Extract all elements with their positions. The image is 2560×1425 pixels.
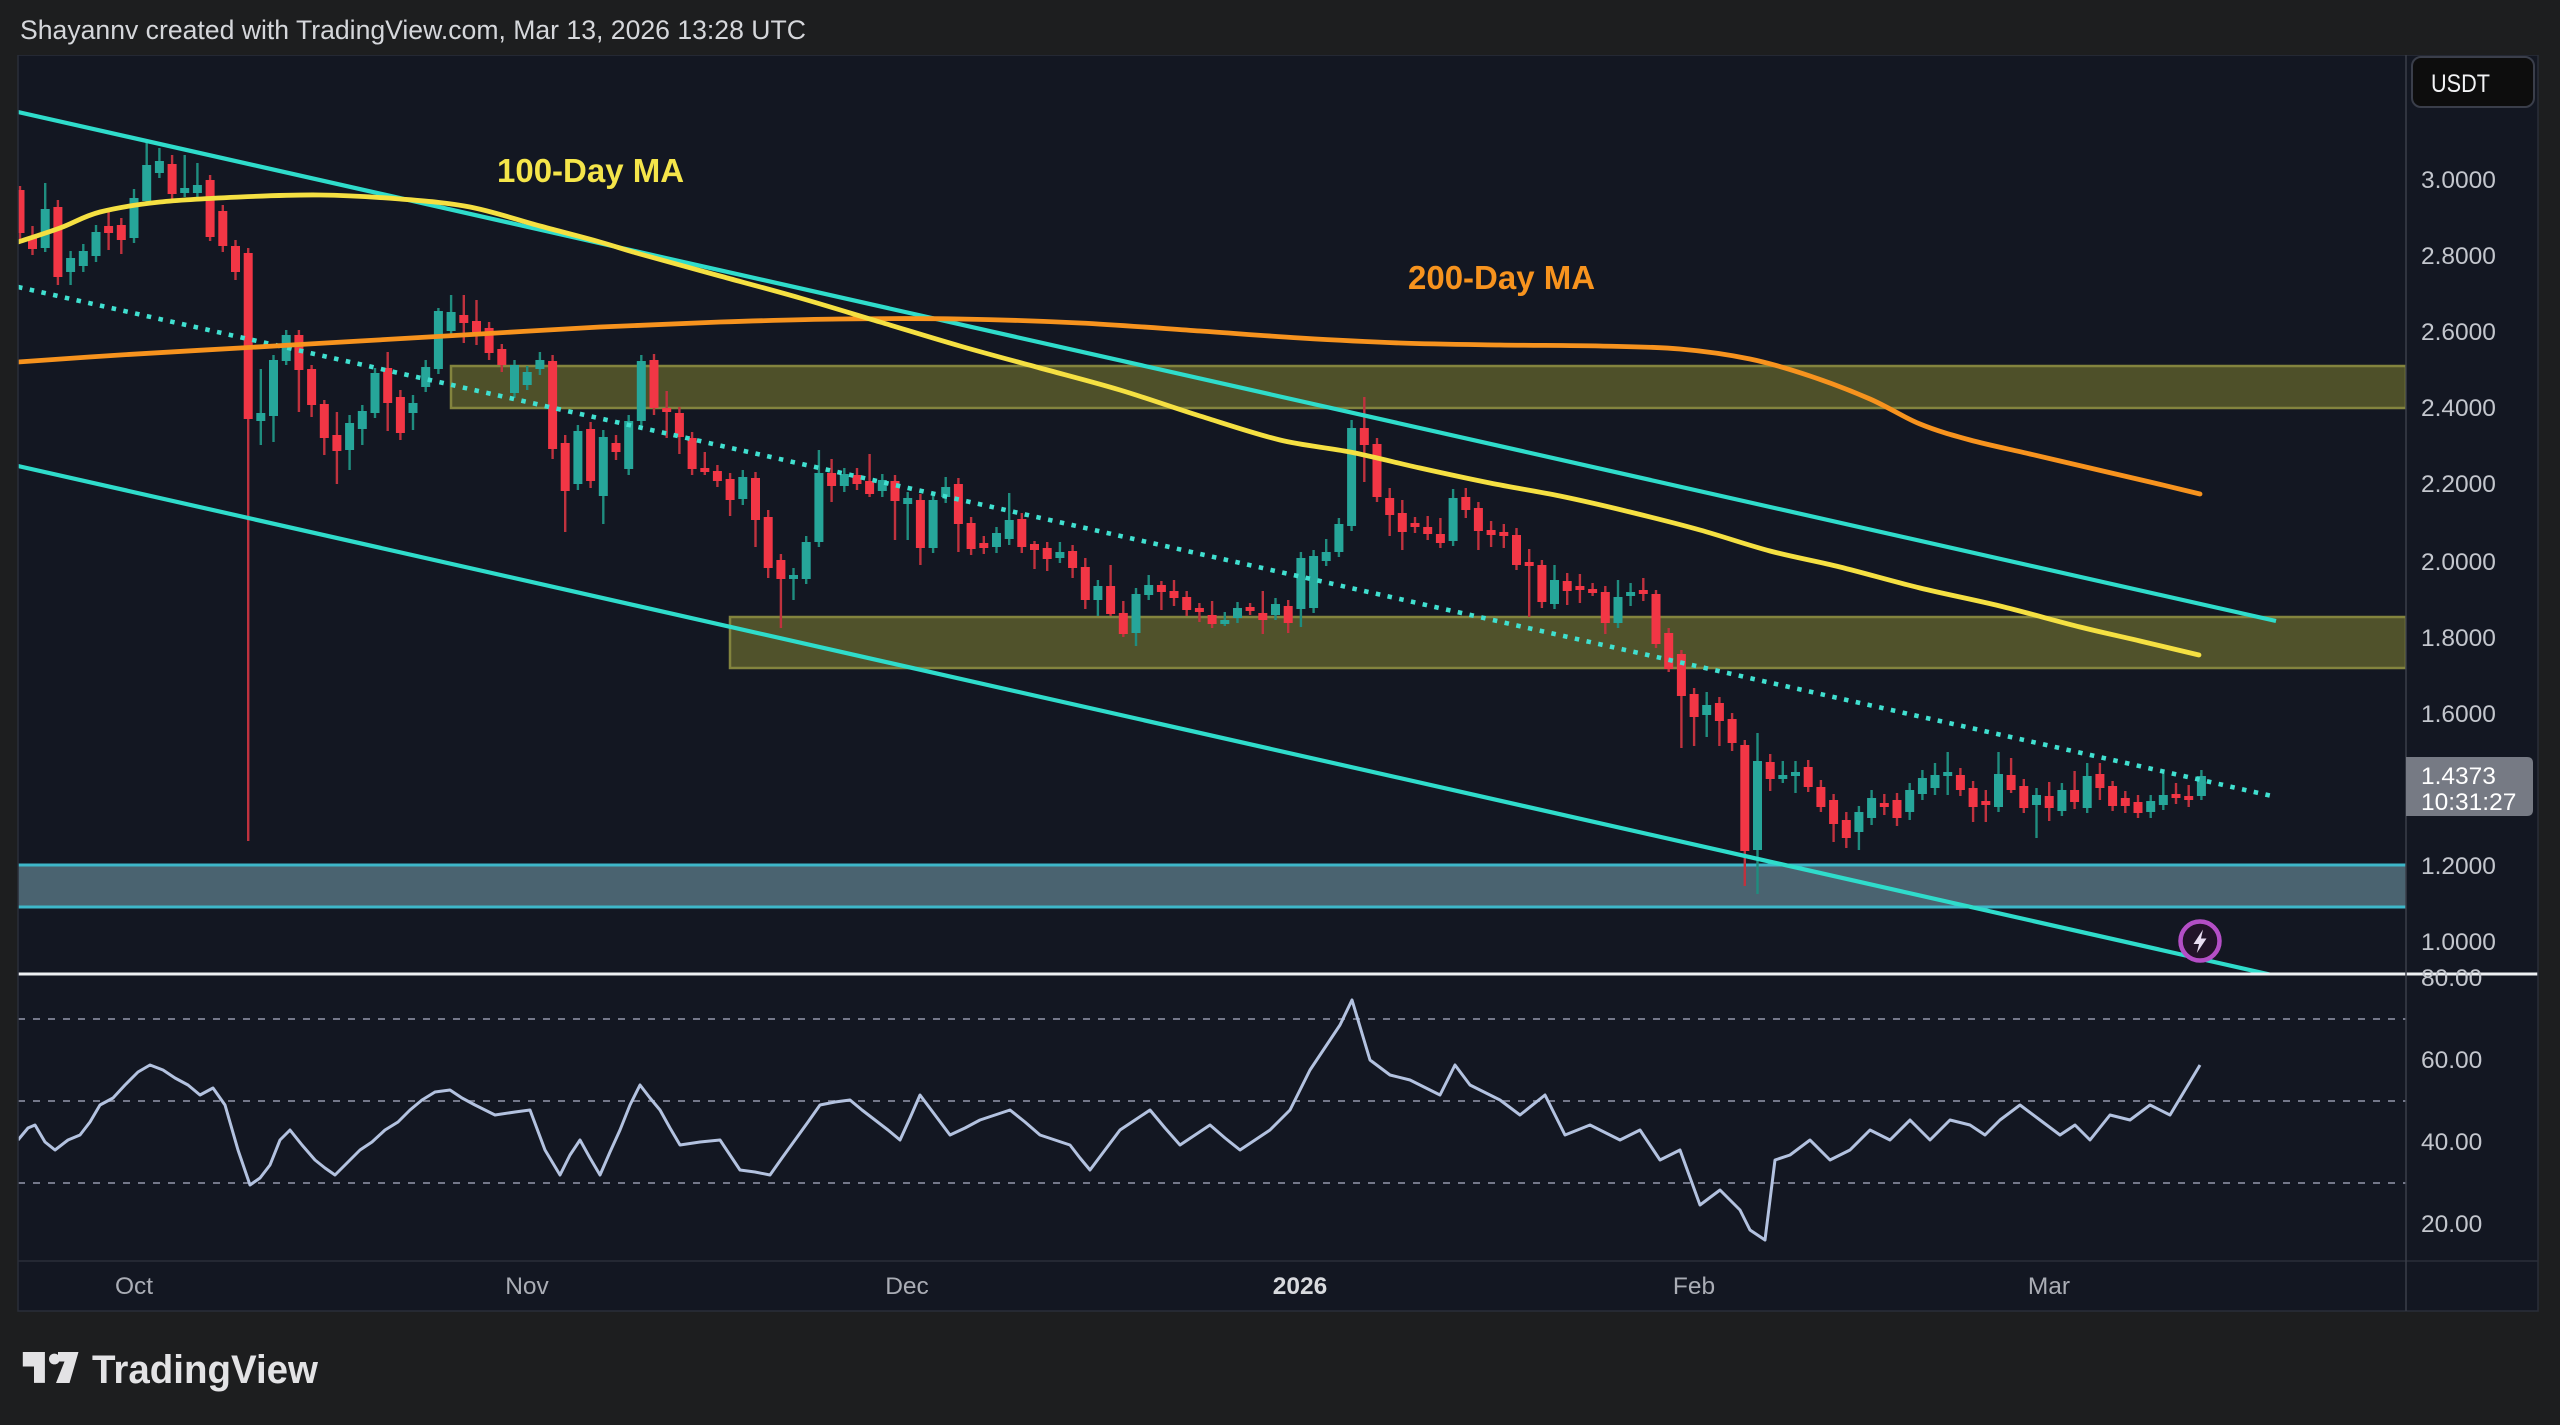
svg-text:2.8000: 2.8000 bbox=[2421, 243, 2496, 270]
svg-text:2.0000: 2.0000 bbox=[2421, 549, 2496, 576]
svg-text:200-Day MA: 200-Day MA bbox=[1408, 259, 1595, 296]
svg-text:2.6000: 2.6000 bbox=[2421, 319, 2496, 346]
svg-text:Dec: Dec bbox=[885, 1273, 929, 1300]
svg-text:Mar: Mar bbox=[2028, 1273, 2070, 1300]
svg-text:Oct: Oct bbox=[115, 1273, 153, 1300]
svg-text:TradingView: TradingView bbox=[92, 1348, 319, 1392]
svg-text:80.00: 80.00 bbox=[2421, 965, 2482, 992]
svg-text:100-Day MA: 100-Day MA bbox=[497, 152, 684, 189]
svg-text:40.00: 40.00 bbox=[2421, 1129, 2482, 1156]
svg-text:20.00: 20.00 bbox=[2421, 1211, 2482, 1238]
svg-text:1.2000: 1.2000 bbox=[2421, 853, 2496, 880]
svg-text:1.0000: 1.0000 bbox=[2421, 929, 2496, 956]
svg-text:60.00: 60.00 bbox=[2421, 1047, 2482, 1074]
svg-text:Feb: Feb bbox=[1673, 1273, 1715, 1300]
svg-text:2026: 2026 bbox=[1273, 1273, 1328, 1300]
svg-text:1.4373: 1.4373 bbox=[2421, 763, 2496, 790]
svg-text:2.2000: 2.2000 bbox=[2421, 471, 2496, 498]
svg-text:2.4000: 2.4000 bbox=[2421, 395, 2496, 422]
svg-text:1.8000: 1.8000 bbox=[2421, 625, 2496, 652]
svg-text:3.0000: 3.0000 bbox=[2421, 167, 2496, 194]
svg-text:Nov: Nov bbox=[505, 1273, 549, 1300]
svg-text:USDT: USDT bbox=[2431, 70, 2490, 98]
svg-text:Shayannv created with TradingV: Shayannv created with TradingView.com, M… bbox=[20, 15, 806, 45]
svg-text:10:31:27: 10:31:27 bbox=[2421, 789, 2516, 816]
svg-text:1.6000: 1.6000 bbox=[2421, 701, 2496, 728]
